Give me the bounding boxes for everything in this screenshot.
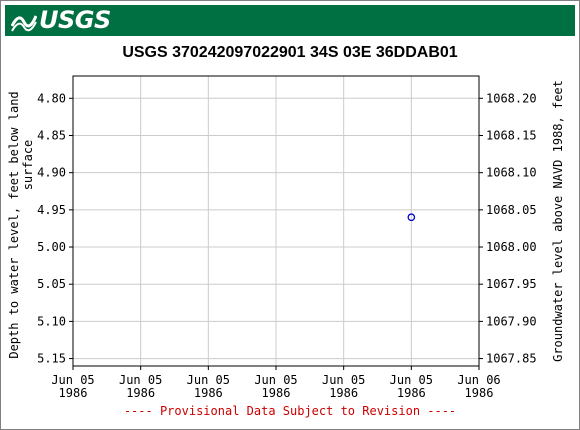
usgs-logo-text: USGS (39, 6, 111, 34)
y-left-tick-label: 4.90 (37, 166, 66, 180)
plot-border (72, 75, 480, 367)
x-tick-label-year: 1986 (262, 386, 291, 400)
x-tick-label-year: 1986 (329, 386, 358, 400)
x-tick-label: Jun 05 (51, 373, 94, 387)
x-tick-label-year: 1986 (126, 386, 155, 400)
x-tick-label-year: 1986 (465, 386, 494, 400)
y-left-tick-label: 5.15 (37, 352, 66, 366)
y-right-tick-label: 1068.15 (486, 128, 537, 142)
y-right-tick-label: 1067.85 (486, 352, 537, 366)
y-left-axis-title-line2: surface (21, 140, 35, 191)
y-right-axis-title: Groundwater level above NAVD 1988, feet (551, 80, 565, 362)
usgs-banner: USGS (5, 5, 575, 36)
y-right-tick-label: 1068.10 (486, 166, 537, 180)
y-left-tick-label: 4.95 (37, 203, 66, 217)
chart-title: USGS 370242097022901 34S 03E 36DDAB01 (122, 44, 458, 61)
x-tick-label: Jun 05 (322, 373, 365, 387)
usgs-wave-icon (11, 15, 37, 32)
y-left-axis-title: Depth to water level, feet below land (7, 91, 21, 358)
y-right-tick-label: 1067.95 (486, 277, 537, 291)
data-point (407, 213, 416, 222)
y-left-tick-label: 5.10 (37, 314, 66, 328)
y-left-tick-label: 5.00 (37, 240, 66, 254)
provisional-notice: ---- Provisional Data Subject to Revisio… (123, 404, 457, 418)
x-tick-label: Jun 05 (390, 373, 433, 387)
x-tick-label: Jun 06 (457, 373, 500, 387)
y-left-tick-label: 4.80 (37, 91, 66, 105)
y-right-tick-label: 1068.05 (486, 203, 537, 217)
x-tick-label-year: 1986 (194, 386, 223, 400)
y-right-tick-label: 1068.20 (486, 91, 537, 105)
x-tick-label: Jun 05 (187, 373, 230, 387)
x-tick-label: Jun 05 (254, 373, 297, 387)
y-left-tick-label: 5.05 (37, 277, 66, 291)
x-tick-label-year: 1986 (59, 386, 88, 400)
y-right-tick-label: 1067.90 (486, 314, 537, 328)
y-right-tick-label: 1068.00 (486, 240, 537, 254)
x-tick-label: Jun 05 (119, 373, 162, 387)
y-left-tick-label: 4.85 (37, 128, 66, 142)
x-tick-label-year: 1986 (397, 386, 426, 400)
